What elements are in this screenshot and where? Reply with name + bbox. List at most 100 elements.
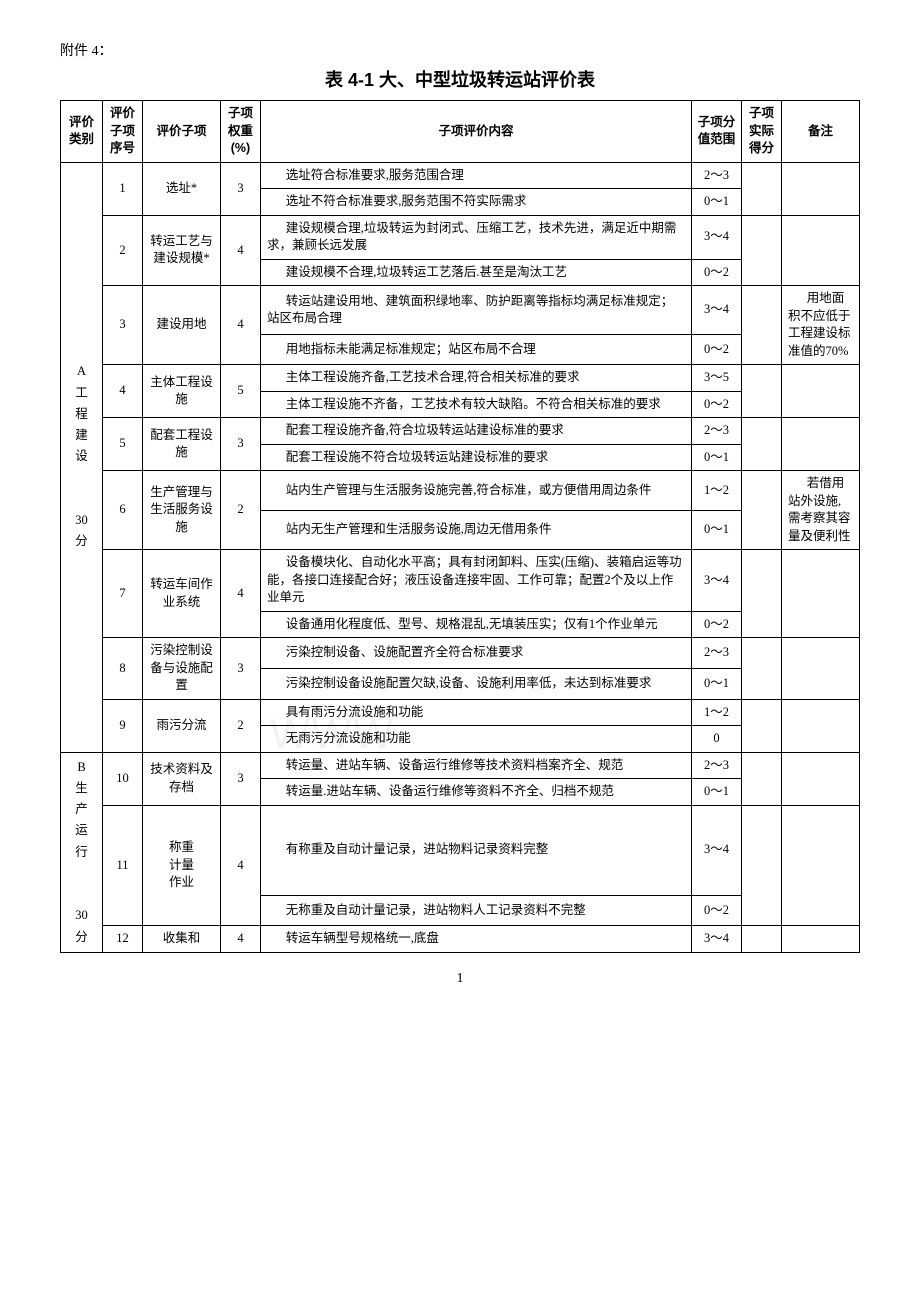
note-cell [782,926,860,953]
table-row: 9 雨污分流 2 具有雨污分流设施和功能 1～2 [61,699,860,726]
note-cell: 用地面积不应低于工程建设标准值的70% [782,286,860,365]
table-row: A 工 程 建 设 30 分 1 选址* 3 选址符合标准要求,服务范围合理 2… [61,162,860,189]
th-seq: 评价 子项 序号 [103,101,143,163]
th-score: 子项 实际 得分 [742,101,782,163]
table-row: 2 转运工艺与建设规模* 4 建设规模合理,垃圾转运为封闭式、压缩工艺，技术先进… [61,215,860,259]
weight-cell: 4 [221,926,261,953]
table-row: 11 称重 计量 作业 4 有称重及自动计量记录，进站物料记录资料完整 3～4 [61,805,860,895]
content-cell: 污染控制设备、设施配置齐全符合标准要求 [261,638,692,669]
weight-cell: 4 [221,215,261,286]
item-cell: 建设用地 [143,286,221,365]
item-cell: 收集和 [143,926,221,953]
score-cell [742,550,782,638]
weight-cell: 3 [221,752,261,805]
seq-cell: 10 [103,752,143,805]
item-cell: 选址* [143,162,221,215]
seq-cell: 4 [103,365,143,418]
content-cell: 配套工程设施不符合垃圾转运站建设标准的要求 [261,444,692,471]
th-note: 备注 [782,101,860,163]
item-cell: 主体工程设施 [143,365,221,418]
seq-cell: 6 [103,471,143,550]
range-cell: 1～2 [692,699,742,726]
range-cell: 3～4 [692,286,742,335]
score-cell [742,752,782,805]
evaluation-table: 评价 类别 评价 子项 序号 评价子项 子项 权重 (%) 子项评价内容 子项分… [60,100,860,953]
content-cell: 无雨污分流设施和功能 [261,726,692,753]
seq-cell: 8 [103,638,143,700]
range-cell: 3～5 [692,365,742,392]
item-cell: 技术资料及存档 [143,752,221,805]
score-cell [742,471,782,550]
seq-cell: 11 [103,805,143,926]
range-cell: 0～2 [692,611,742,638]
content-cell: 建设规模合理,垃圾转运为封闭式、压缩工艺，技术先进，满足近中期需求，兼顾长远发展 [261,215,692,259]
seq-cell: 9 [103,699,143,752]
th-range: 子项分 值范围 [692,101,742,163]
th-item: 评价子项 [143,101,221,163]
table-row: 12 收集和 4 转运车辆型号规格统一,底盘 3～4 [61,926,860,953]
range-cell: 0～2 [692,391,742,418]
score-cell [742,805,782,926]
note-cell [782,638,860,700]
item-cell: 称重 计量 作业 [143,805,221,926]
range-cell: 3～4 [692,550,742,612]
note-cell [782,365,860,418]
content-cell: 有称重及自动计量记录，进站物料记录资料完整 [261,805,692,895]
content-cell: 主体工程设施不齐备，工艺技术有较大缺陷。不符合相关标准的要求 [261,391,692,418]
range-cell: 3～4 [692,215,742,259]
range-cell: 0～1 [692,444,742,471]
table-row: 7 转运车间作业系统 4 设备模块化、自动化水平高；具有封闭卸料、压实(压缩)、… [61,550,860,612]
range-cell: 0～1 [692,510,742,550]
score-cell [742,926,782,953]
content-cell: 设备通用化程度低、型号、规格混乱,无填装压实；仅有1个作业单元 [261,611,692,638]
content-cell: 配套工程设施齐备,符合垃圾转运站建设标准的要求 [261,418,692,445]
weight-cell: 3 [221,162,261,215]
page-number: 1 [60,971,860,987]
score-cell [742,365,782,418]
note-cell [782,162,860,215]
content-cell: 站内生产管理与生活服务设施完善,符合标准，或方便借用周边条件 [261,471,692,511]
content-cell: 建设规模不合理,垃圾转运工艺落后.甚至是淘汰工艺 [261,259,692,286]
score-cell [742,638,782,700]
range-cell: 0～2 [692,335,742,365]
seq-cell: 2 [103,215,143,286]
score-cell [742,215,782,286]
note-cell [782,418,860,471]
range-cell: 3～4 [692,805,742,895]
content-cell: 转运量、进站车辆、设备运行维修等技术资料档案齐全、规范 [261,752,692,779]
seq-cell: 7 [103,550,143,638]
range-cell: 0 [692,726,742,753]
weight-cell: 4 [221,550,261,638]
content-cell: 转运量.进站车辆、设备运行维修等资料不齐全、归档不规范 [261,779,692,806]
item-cell: 配套工程设施 [143,418,221,471]
category-b: B 生 产 运 行 30 分 [61,752,103,952]
item-cell: 转运工艺与建设规模* [143,215,221,286]
weight-cell: 5 [221,365,261,418]
score-cell [742,418,782,471]
table-row: 5 配套工程设施 3 配套工程设施齐备,符合垃圾转运站建设标准的要求 2～3 [61,418,860,445]
weight-cell: 4 [221,286,261,365]
weight-cell: 2 [221,699,261,752]
content-cell: 转运站建设用地、建筑面积绿地率、防护距离等指标均满足标准规定；站区布局合理 [261,286,692,335]
note-cell [782,699,860,752]
note-cell: 若借用站外设施,需考察其容量及便利性 [782,471,860,550]
range-cell: 1～2 [692,471,742,511]
item-cell: 生产管理与生活服务设施 [143,471,221,550]
content-cell: 主体工程设施齐备,工艺技术合理,符合相关标准的要求 [261,365,692,392]
range-cell: 0～2 [692,259,742,286]
content-cell: 用地指标未能满足标准规定；站区布局不合理 [261,335,692,365]
item-cell: 转运车间作业系统 [143,550,221,638]
range-cell: 0～1 [692,189,742,216]
item-cell: 污染控制设备与设施配置 [143,638,221,700]
range-cell: 0～1 [692,668,742,699]
th-content: 子项评价内容 [261,101,692,163]
table-row: 6 生产管理与生活服务设施 2 站内生产管理与生活服务设施完善,符合标准，或方便… [61,471,860,511]
weight-cell: 2 [221,471,261,550]
header-row: 评价 类别 评价 子项 序号 评价子项 子项 权重 (%) 子项评价内容 子项分… [61,101,860,163]
score-cell [742,162,782,215]
category-a: A 工 程 建 设 30 分 [61,162,103,752]
th-category: 评价 类别 [61,101,103,163]
seq-cell: 12 [103,926,143,953]
content-cell: 无称重及自动计量记录，进站物料人工记录资料不完整 [261,895,692,926]
content-cell: 污染控制设备设施配置欠缺,设备、设施利用率低，未达到标准要求 [261,668,692,699]
